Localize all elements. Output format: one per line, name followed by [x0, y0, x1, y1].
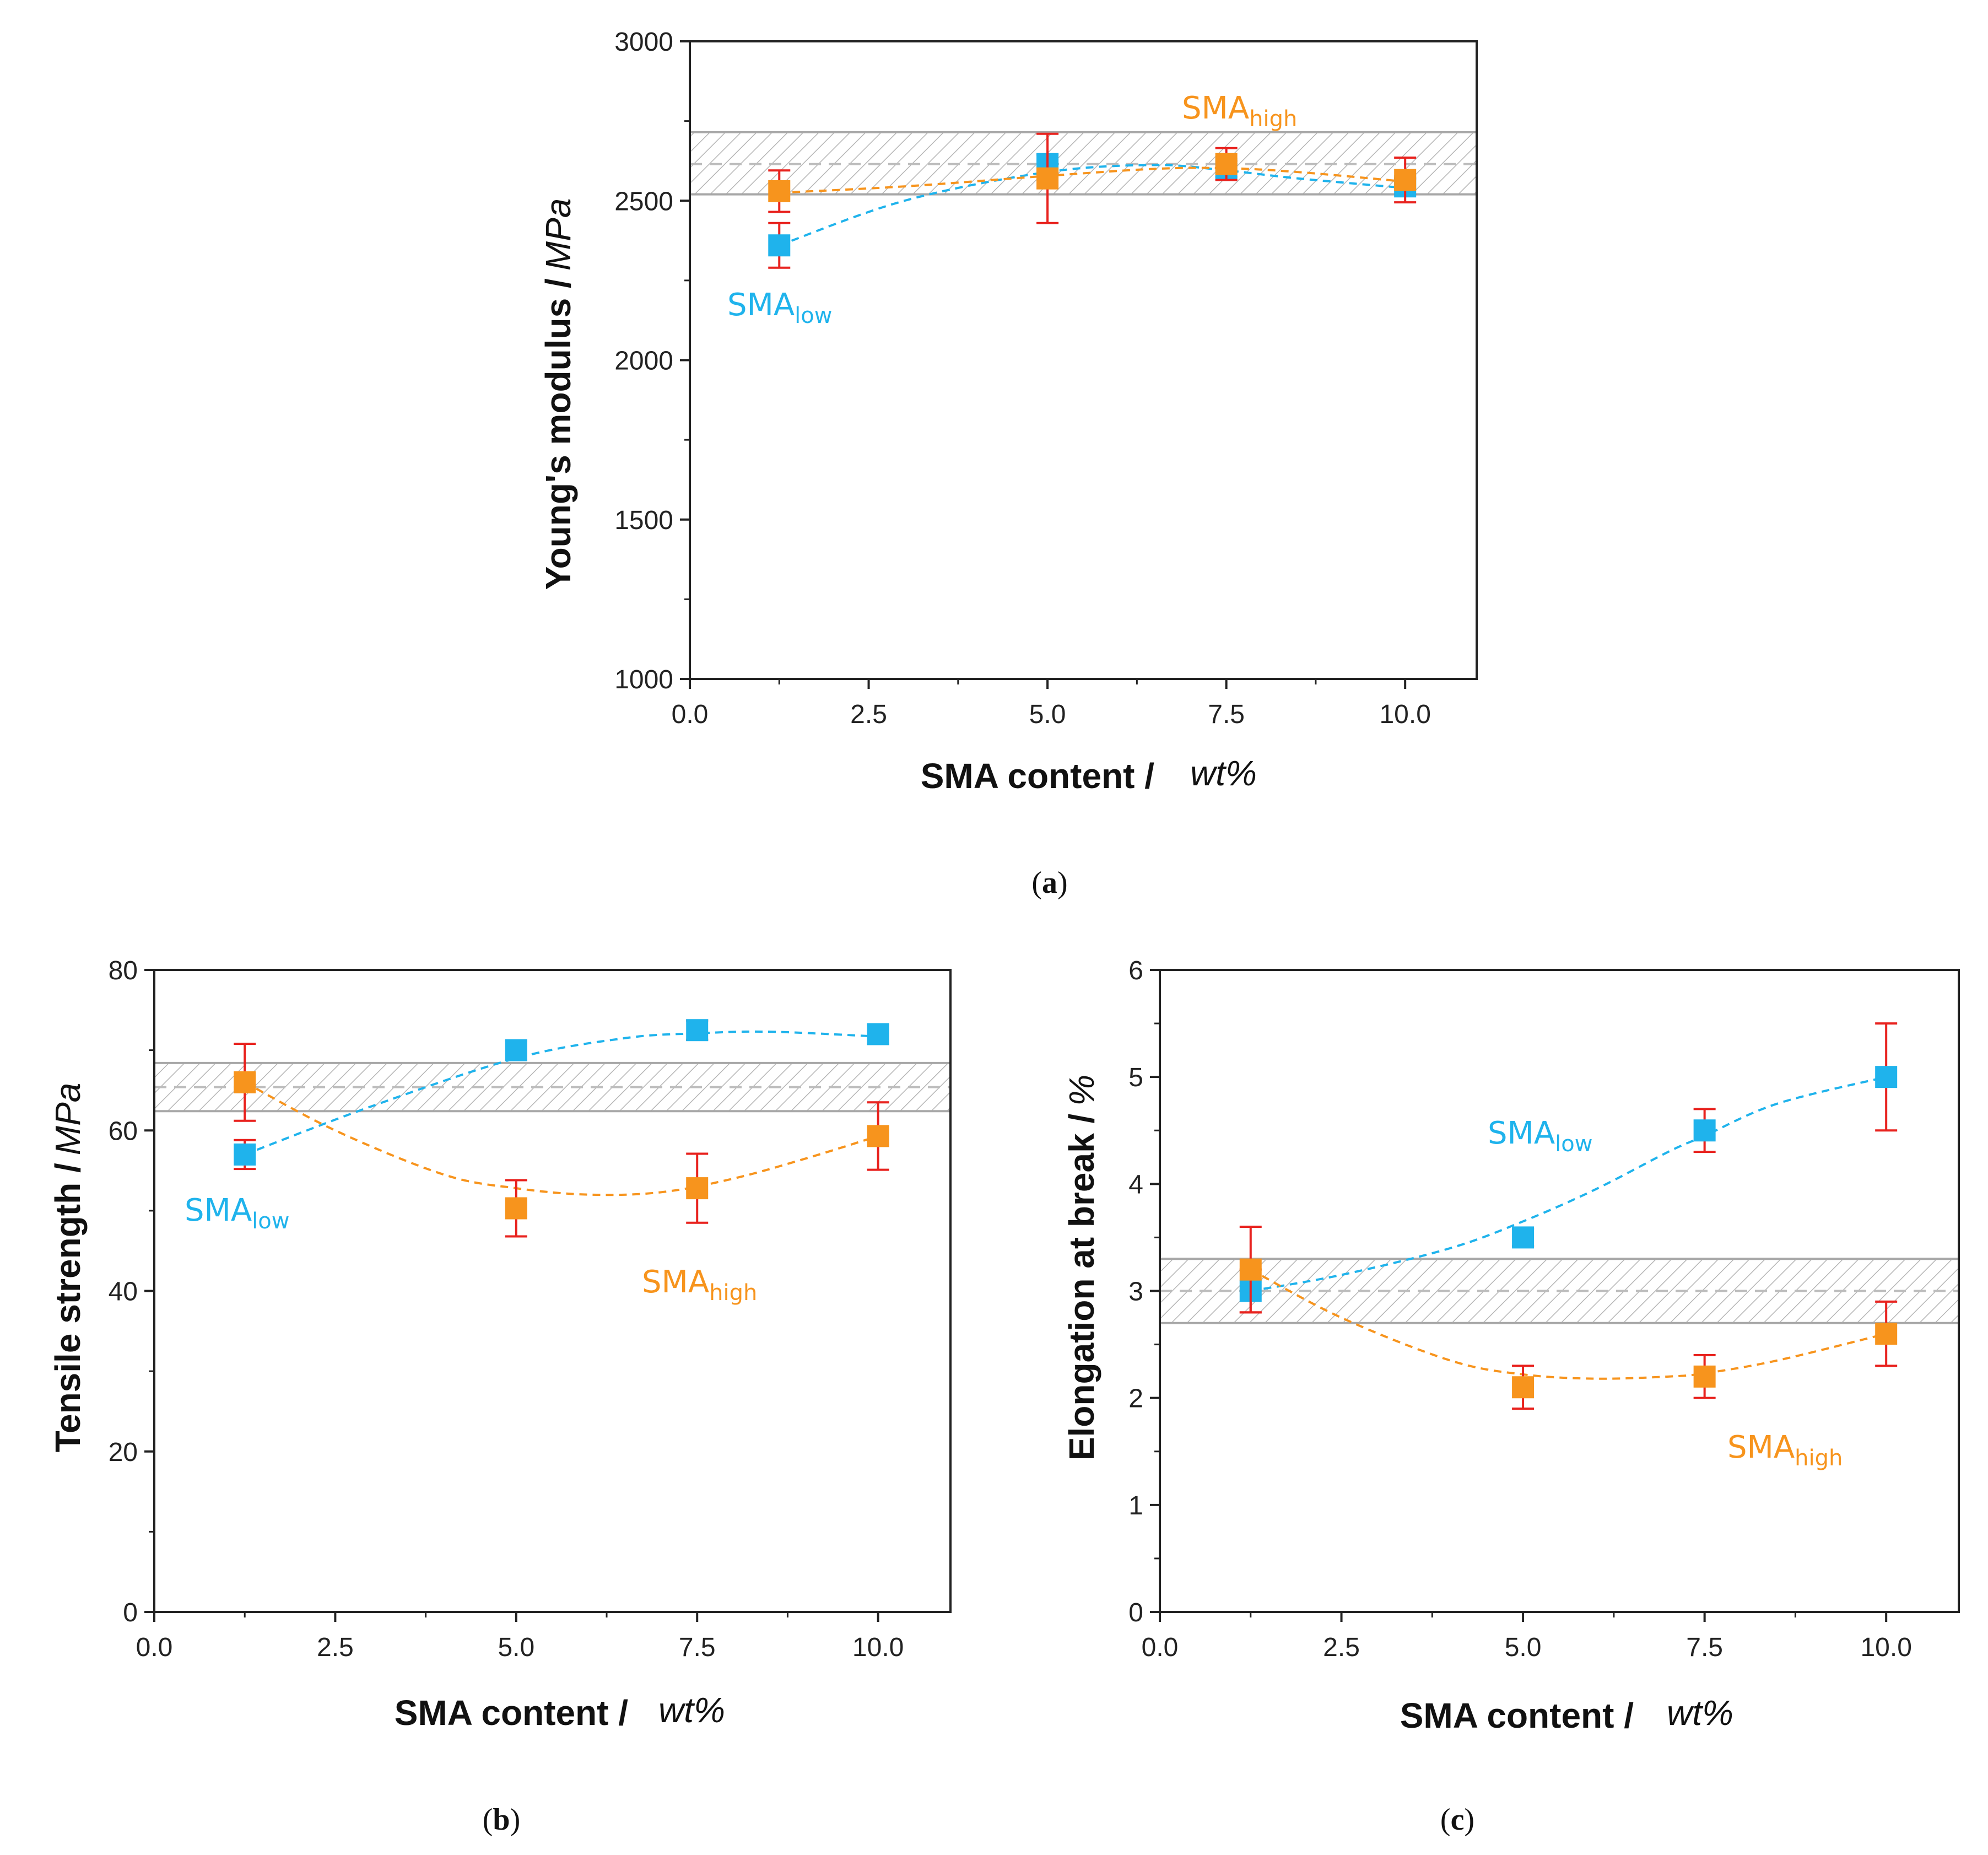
y-tick-label: 0	[123, 1598, 138, 1627]
y-tick-label: 1000	[614, 665, 673, 694]
x-tick-label: 10.0	[1379, 700, 1430, 729]
data-point-high	[1239, 1258, 1262, 1281]
y-tick-label: 1500	[614, 506, 673, 535]
x-axis-label-a: SMA content /	[921, 756, 1155, 796]
fit-curve-low	[1250, 1076, 1887, 1292]
y-axis-label-b: Tensile strength /MPa	[48, 1083, 88, 1453]
data-point-high	[686, 1177, 709, 1200]
fit-curve-low	[244, 1030, 878, 1156]
y-tick-label: 1	[1128, 1491, 1143, 1520]
x-tick-label: 5.0	[498, 1633, 534, 1662]
y-tick-label: 3000	[614, 28, 673, 57]
y-tick-label: 0	[1128, 1598, 1143, 1627]
panel-b: SMAlow SMAhigh 0.0 2.5 5.0 7.5 10.0 0 20 40 60 80 S…	[48, 956, 952, 1837]
series-label-high: SMAhigh	[642, 1264, 757, 1306]
data-point-low	[867, 1023, 889, 1045]
y-tick-label: 3	[1128, 1277, 1143, 1307]
series-label-low: SMAlow	[727, 287, 832, 328]
y-ticks-a: 1000 1500 2000 2500 3000	[614, 28, 690, 694]
data-point-high	[867, 1125, 889, 1147]
x-tick-label: 7.5	[679, 1633, 716, 1662]
x-tick-label: 10.0	[852, 1633, 904, 1662]
x-tick-label: 0.0	[1142, 1633, 1179, 1662]
data-point-high	[768, 180, 791, 202]
data-point-high	[1693, 1365, 1716, 1388]
reference-band-b	[154, 1061, 950, 1113]
x-ticks-c: 0.0 2.5 5.0 7.5 10.0	[1142, 1612, 1912, 1662]
fit-curve-high	[1250, 1268, 1887, 1380]
series-high-a: SMAhigh	[768, 90, 1417, 224]
x-axis-unit-c: wt%	[1667, 1693, 1733, 1733]
data-point-high	[1036, 167, 1059, 190]
panel-a: SMAlow SMAhigh 0.0 2.5 5.0 7.5 10.0 1000 1500 200…	[538, 28, 1478, 900]
y-tick-label: 2	[1128, 1384, 1143, 1414]
x-tick-label: 2.5	[850, 700, 887, 729]
series-low-b: SMAlow	[185, 1019, 889, 1234]
series-low-c: SMAlow	[1239, 1022, 1898, 1314]
data-point-low	[1512, 1226, 1535, 1249]
data-point-low	[768, 234, 791, 257]
y-tick-label: 5	[1128, 1063, 1143, 1092]
y-tick-label: 2000	[614, 347, 673, 376]
data-point-high	[1875, 1323, 1898, 1345]
series-label-high: SMAhigh	[1182, 90, 1297, 132]
y-tick-label: 20	[109, 1438, 138, 1467]
fit-curve-high	[244, 1081, 879, 1196]
y-axis-label-c: Elongation at break /%	[1062, 1075, 1101, 1460]
x-axis-label-b: SMA content /	[395, 1693, 629, 1733]
fit-curve-low	[779, 164, 1406, 247]
y-tick-label: 80	[109, 956, 138, 985]
plot-area-a: SMAlow SMAhigh 0.0 2.5 5.0 7.5 10.0 1000 1500 200…	[614, 28, 1478, 729]
y-ticks-b: 0 20 40 60 80	[109, 956, 154, 1627]
series-label-low: SMAlow	[1488, 1115, 1592, 1157]
x-tick-label: 2.5	[1323, 1633, 1360, 1662]
data-point-low	[686, 1019, 709, 1042]
y-tick-label: 40	[109, 1277, 138, 1307]
x-ticks-a: 0.0 2.5 5.0 7.5 10.0	[672, 679, 1431, 729]
caption-b: (b)	[483, 1803, 520, 1837]
data-point-high	[1215, 153, 1238, 175]
y-ticks-c: 0 1 2 3 4 5 6	[1128, 956, 1160, 1627]
band-fill	[690, 132, 1477, 195]
fit-curve-high	[779, 166, 1406, 194]
x-tick-label: 10.0	[1860, 1633, 1911, 1662]
data-point-high	[505, 1197, 527, 1220]
x-tick-label: 0.0	[672, 700, 709, 729]
caption-a: (a)	[1031, 866, 1067, 900]
data-point-low	[234, 1143, 256, 1166]
x-axis-unit-b: wt%	[658, 1690, 725, 1730]
data-point-high	[1394, 169, 1417, 191]
reference-band-a	[690, 131, 1477, 196]
x-axis-label-c: SMA content /	[1400, 1696, 1634, 1735]
plot-area-b: SMAlow SMAhigh 0.0 2.5 5.0 7.5 10.0 0 20 40 60 80	[109, 956, 952, 1662]
x-tick-label: 0.0	[136, 1633, 173, 1662]
data-point-low	[1875, 1066, 1898, 1088]
x-tick-label: 7.5	[1686, 1633, 1723, 1662]
y-tick-label: 6	[1128, 956, 1143, 985]
data-point-high	[234, 1071, 256, 1093]
x-ticks-b: 0.0 2.5 5.0 7.5 10.0	[136, 1612, 904, 1662]
caption-c: (c)	[1440, 1803, 1474, 1837]
data-point-low	[505, 1039, 527, 1061]
y-tick-label: 4	[1128, 1170, 1143, 1199]
y-axis-label-a: Young's modulus /MPa	[538, 198, 578, 590]
reference-band-c	[1160, 1258, 1959, 1324]
x-axis-unit-a: wt%	[1190, 753, 1257, 793]
plot-area-c: SMAlow SMAhigh 0.0 2.5 5.0 7.5 10.0 0 1 2 3 4 5 6	[1128, 956, 1960, 1662]
series-label-low: SMAlow	[185, 1193, 289, 1234]
series-high-c: SMAhigh	[1239, 1226, 1898, 1471]
panel-c: SMAlow SMAhigh 0.0 2.5 5.0 7.5 10.0 0 1 2 3 4 5 6 SMA…	[1062, 956, 1960, 1837]
x-tick-label: 5.0	[1505, 1633, 1542, 1662]
y-tick-label: 60	[109, 1117, 138, 1146]
data-point-low	[1693, 1119, 1716, 1142]
x-tick-label: 2.5	[317, 1633, 354, 1662]
y-tick-label: 2500	[614, 187, 673, 216]
data-point-high	[1512, 1376, 1535, 1399]
x-tick-label: 5.0	[1029, 700, 1066, 729]
x-tick-label: 7.5	[1208, 700, 1245, 729]
series-label-high: SMAhigh	[1727, 1430, 1843, 1471]
series-high-b: SMAhigh	[234, 1042, 889, 1306]
